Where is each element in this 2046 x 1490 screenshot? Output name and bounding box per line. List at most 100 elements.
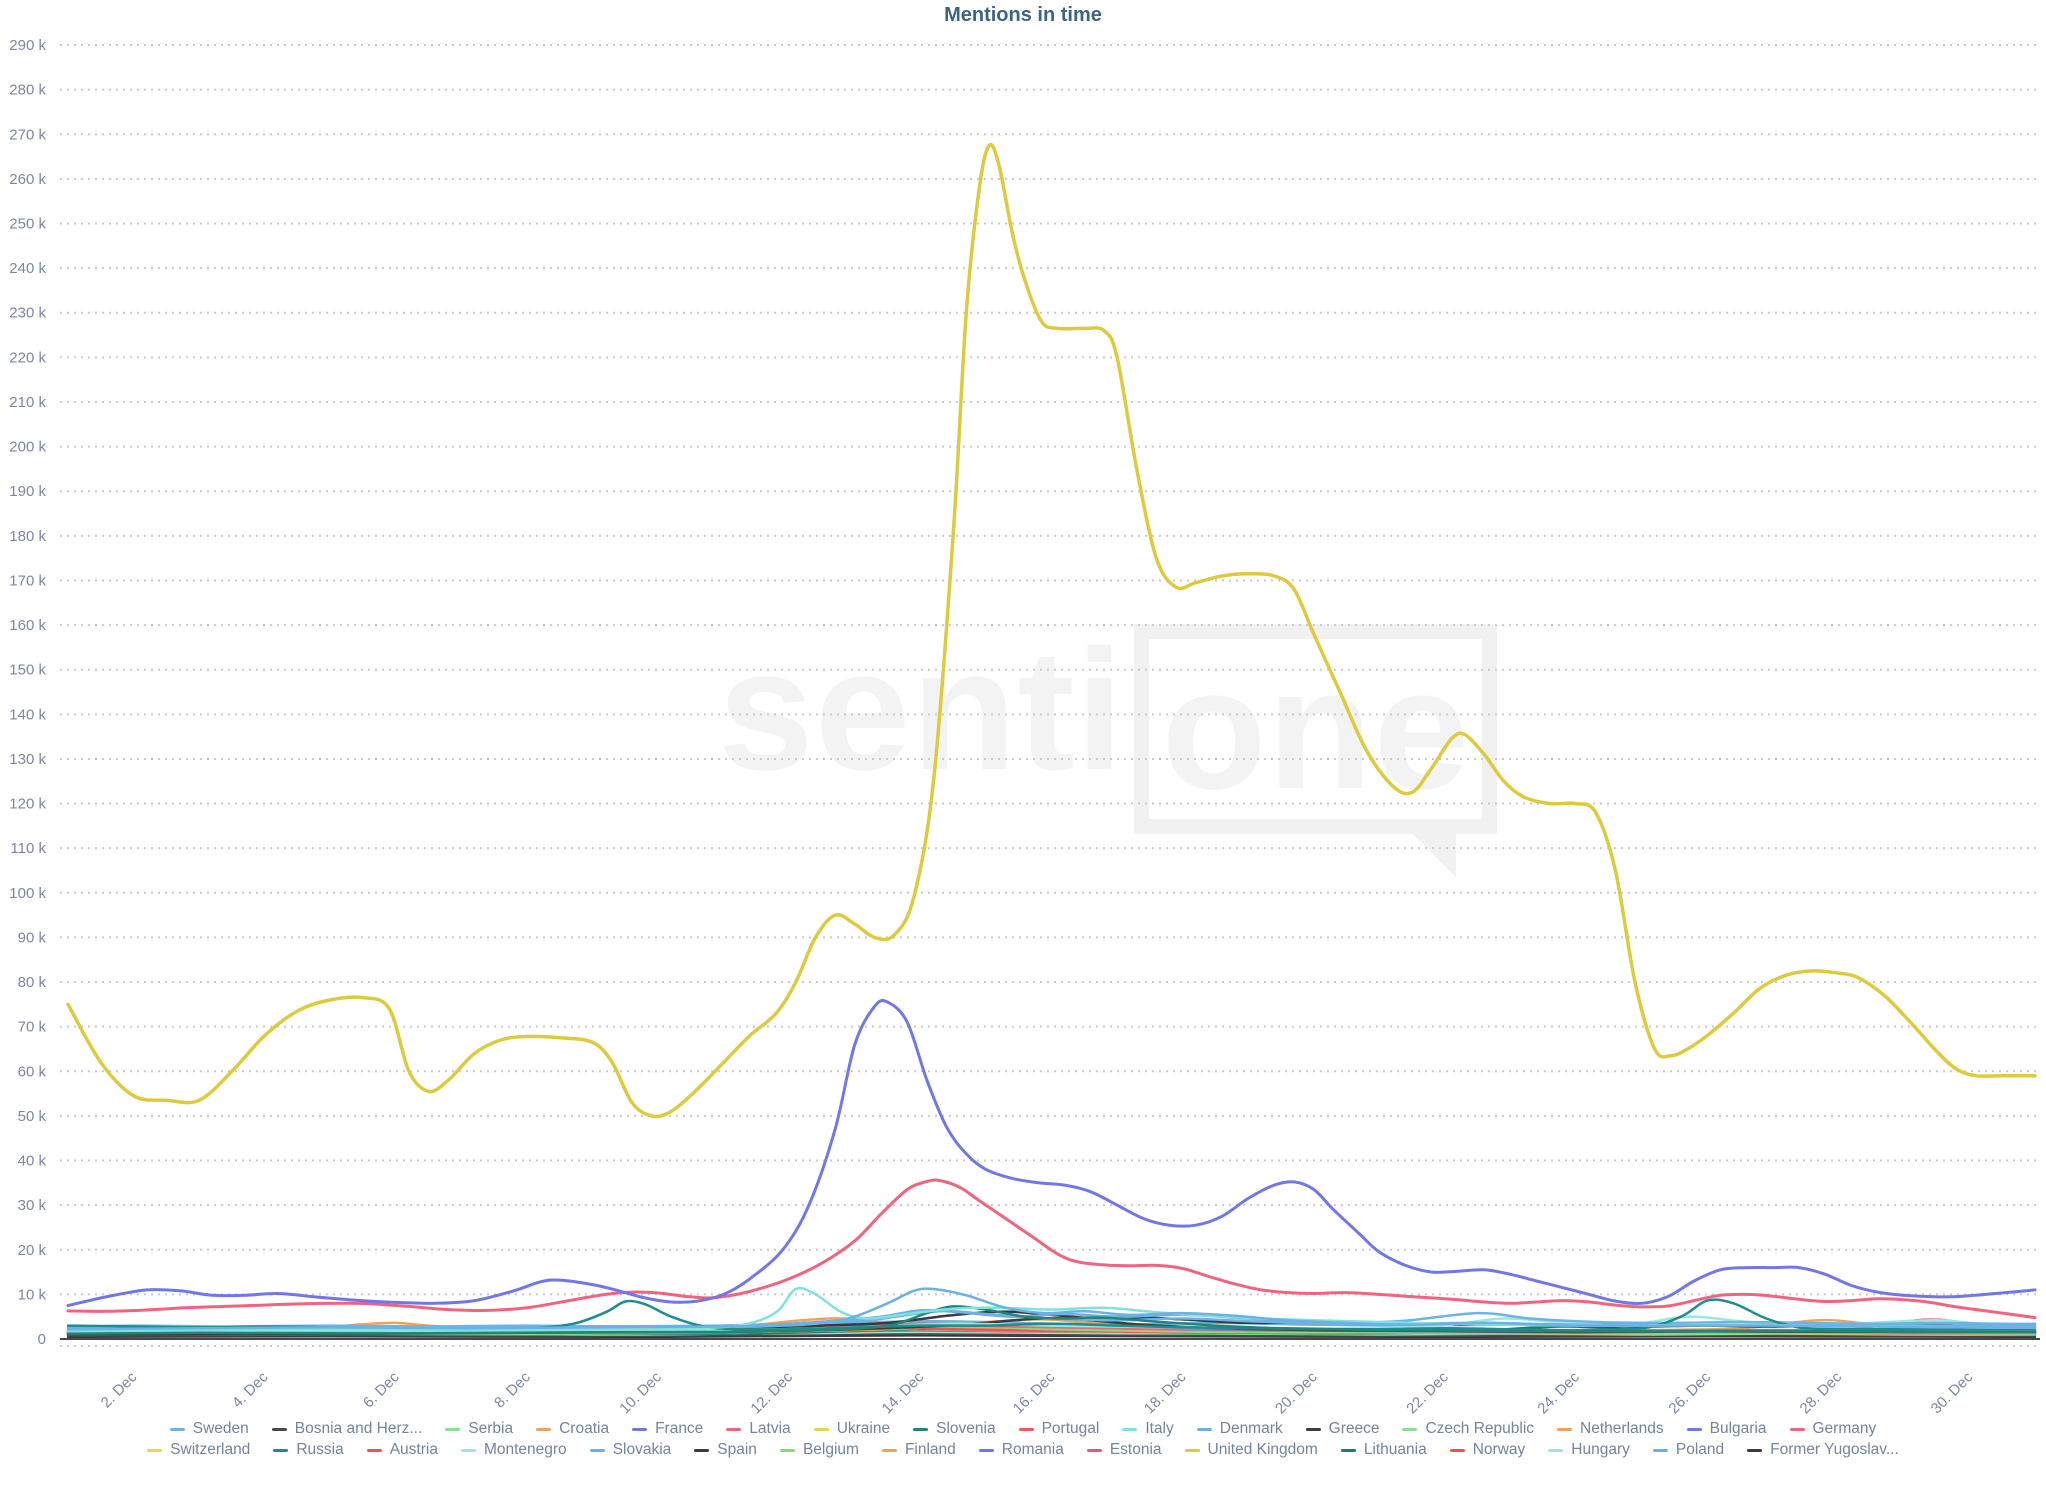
- legend-label: Switzerland: [170, 1441, 251, 1458]
- legend-marker-icon: [1402, 1427, 1418, 1431]
- legend-label: Portugal: [1041, 1420, 1100, 1437]
- watermark-text: senti: [718, 614, 1125, 806]
- legend-row-2: Switzerland Russia Austria Montenegro Slovak…: [0, 1441, 2046, 1459]
- legend-item-austria[interactable]: Austria: [366, 1441, 438, 1459]
- y-axis-label: 260 k: [9, 171, 46, 188]
- legend-item-portugal[interactable]: Portugal: [1018, 1420, 1100, 1438]
- legend-marker-icon: [881, 1448, 897, 1452]
- legend-label: Slovenia: [936, 1420, 996, 1437]
- series-line-france[interactable]: [66, 999, 2037, 1307]
- legend-item-hungary[interactable]: Hungary: [1548, 1441, 1630, 1459]
- y-axis-label: 90 k: [18, 929, 47, 946]
- legend-label: Bosnia and Herz...: [294, 1420, 423, 1437]
- legend-label: Estonia: [1109, 1441, 1162, 1458]
- series-group: [66, 142, 2037, 1338]
- legend-item-ukraine[interactable]: Ukraine: [813, 1420, 891, 1438]
- legend-item-united-kingdom[interactable]: United Kingdom: [1184, 1441, 1318, 1459]
- legend-label: Austria: [389, 1441, 438, 1458]
- y-axis-label: 40 k: [18, 1153, 47, 1170]
- legend-item-france[interactable]: France: [632, 1420, 703, 1438]
- x-axis-label: 20. Dec: [1272, 1368, 1321, 1417]
- legend-item-finland[interactable]: Finland: [881, 1441, 956, 1459]
- y-axis-label: 290 k: [9, 37, 46, 54]
- series-line-slovenia[interactable]: [66, 1305, 2037, 1335]
- legend-label: France: [655, 1420, 704, 1437]
- legend-item-bosnia-and-herz[interactable]: Bosnia and Herz...: [271, 1420, 423, 1438]
- x-axis-label: 8. Dec: [491, 1368, 534, 1411]
- x-axis-label: 30. Dec: [1928, 1368, 1977, 1417]
- legend-item-slovakia[interactable]: Slovakia: [589, 1441, 671, 1459]
- series-line-sweden[interactable]: [66, 1309, 2037, 1329]
- legend-item-greece[interactable]: Greece: [1305, 1420, 1379, 1438]
- y-axis-label: 60 k: [18, 1063, 47, 1080]
- legend-item-croatia[interactable]: Croatia: [536, 1420, 609, 1438]
- legend-item-netherlands[interactable]: Netherlands: [1557, 1420, 1664, 1438]
- legend-item-estonia[interactable]: Estonia: [1086, 1441, 1162, 1459]
- legend-marker-icon: [1449, 1448, 1465, 1452]
- legend-item-russia[interactable]: Russia: [273, 1441, 344, 1459]
- legend-marker-icon: [536, 1427, 552, 1431]
- legend-item-romania[interactable]: Romania: [978, 1441, 1064, 1459]
- legend-item-italy[interactable]: Italy: [1122, 1420, 1174, 1438]
- legend-marker-icon: [1340, 1448, 1356, 1452]
- legend-item-switzerland[interactable]: Switzerland: [147, 1441, 250, 1459]
- legend-marker-icon: [1018, 1427, 1034, 1431]
- x-axis-label: 22. Dec: [1403, 1368, 1452, 1417]
- legend-item-norway[interactable]: Norway: [1449, 1441, 1525, 1459]
- x-axis-label: 24. Dec: [1534, 1368, 1583, 1417]
- legend-marker-icon: [1686, 1427, 1702, 1431]
- legend-label: Romania: [1001, 1441, 1064, 1458]
- legend-item-bulgaria[interactable]: Bulgaria: [1686, 1420, 1767, 1438]
- legend-item-spain[interactable]: Spain: [694, 1441, 757, 1459]
- legend-marker-icon: [813, 1427, 829, 1431]
- legend-item-czech-republic[interactable]: Czech Republic: [1402, 1420, 1534, 1438]
- y-axis-label: 230 k: [9, 305, 46, 322]
- legend-item-lithuania[interactable]: Lithuania: [1340, 1441, 1427, 1459]
- legend-label: Ukraine: [836, 1420, 891, 1437]
- legend-marker-icon: [147, 1448, 163, 1452]
- x-axis-label: 4. Dec: [229, 1368, 272, 1411]
- legend-item-serbia[interactable]: Serbia: [445, 1420, 513, 1438]
- legend-label: Latvia: [749, 1420, 791, 1437]
- legend-item-denmark[interactable]: Denmark: [1196, 1420, 1283, 1438]
- legend-marker-icon: [366, 1448, 382, 1452]
- legend-marker-icon: [1789, 1427, 1805, 1431]
- x-axis-label: 28. Dec: [1797, 1368, 1846, 1417]
- chart-legend: Sweden Bosnia and Herz... Serbia Croatia Fra…: [0, 1420, 2046, 1459]
- x-axis-label: 14. Dec: [879, 1368, 928, 1417]
- legend-item-belgium[interactable]: Belgium: [779, 1441, 859, 1459]
- y-axis-label: 200 k: [9, 439, 46, 456]
- legend-item-germany[interactable]: Germany: [1789, 1420, 1876, 1438]
- legend-item-montenegro[interactable]: Montenegro: [460, 1441, 567, 1459]
- legend-label: Czech Republic: [1425, 1420, 1535, 1437]
- legend-marker-icon: [271, 1427, 287, 1431]
- legend-marker-icon: [1548, 1448, 1564, 1452]
- y-axis-label: 160 k: [9, 617, 46, 634]
- y-axis-label: 80 k: [18, 974, 47, 991]
- x-axis-label: 10. Dec: [616, 1368, 665, 1417]
- legend-item-slovenia[interactable]: Slovenia: [913, 1420, 996, 1438]
- series-line-united-kingdom[interactable]: [66, 142, 2037, 1119]
- y-axis-label: 240 k: [9, 260, 46, 277]
- legend-marker-icon: [1122, 1427, 1138, 1431]
- legend-item-latvia[interactable]: Latvia: [726, 1420, 791, 1438]
- y-axis-label: 10 k: [18, 1286, 47, 1303]
- legend-label: Italy: [1145, 1420, 1174, 1437]
- legend-item-sweden[interactable]: Sweden: [169, 1420, 249, 1438]
- y-axis-label: 280 k: [9, 82, 46, 99]
- y-axis-label: 110 k: [10, 840, 46, 857]
- series-line-denmark[interactable]: [66, 1287, 2037, 1331]
- y-axis-label: 30 k: [18, 1197, 47, 1214]
- y-axis-label: 130 k: [9, 751, 46, 768]
- x-axis-label: 18. Dec: [1141, 1368, 1190, 1417]
- y-axis-label: 180 k: [9, 528, 46, 545]
- y-axis-label: 190 k: [9, 483, 46, 500]
- legend-label: United Kingdom: [1207, 1441, 1318, 1458]
- series-line-germany[interactable]: [66, 1178, 2037, 1320]
- page-title: Mentions in time: [944, 4, 1102, 26]
- legend-item-poland[interactable]: Poland: [1652, 1441, 1724, 1459]
- legend-item-former-yugoslav[interactable]: Former Yugoslav...: [1747, 1441, 1899, 1459]
- legend-marker-icon: [1747, 1448, 1763, 1452]
- y-axis-label: 250 k: [9, 216, 46, 233]
